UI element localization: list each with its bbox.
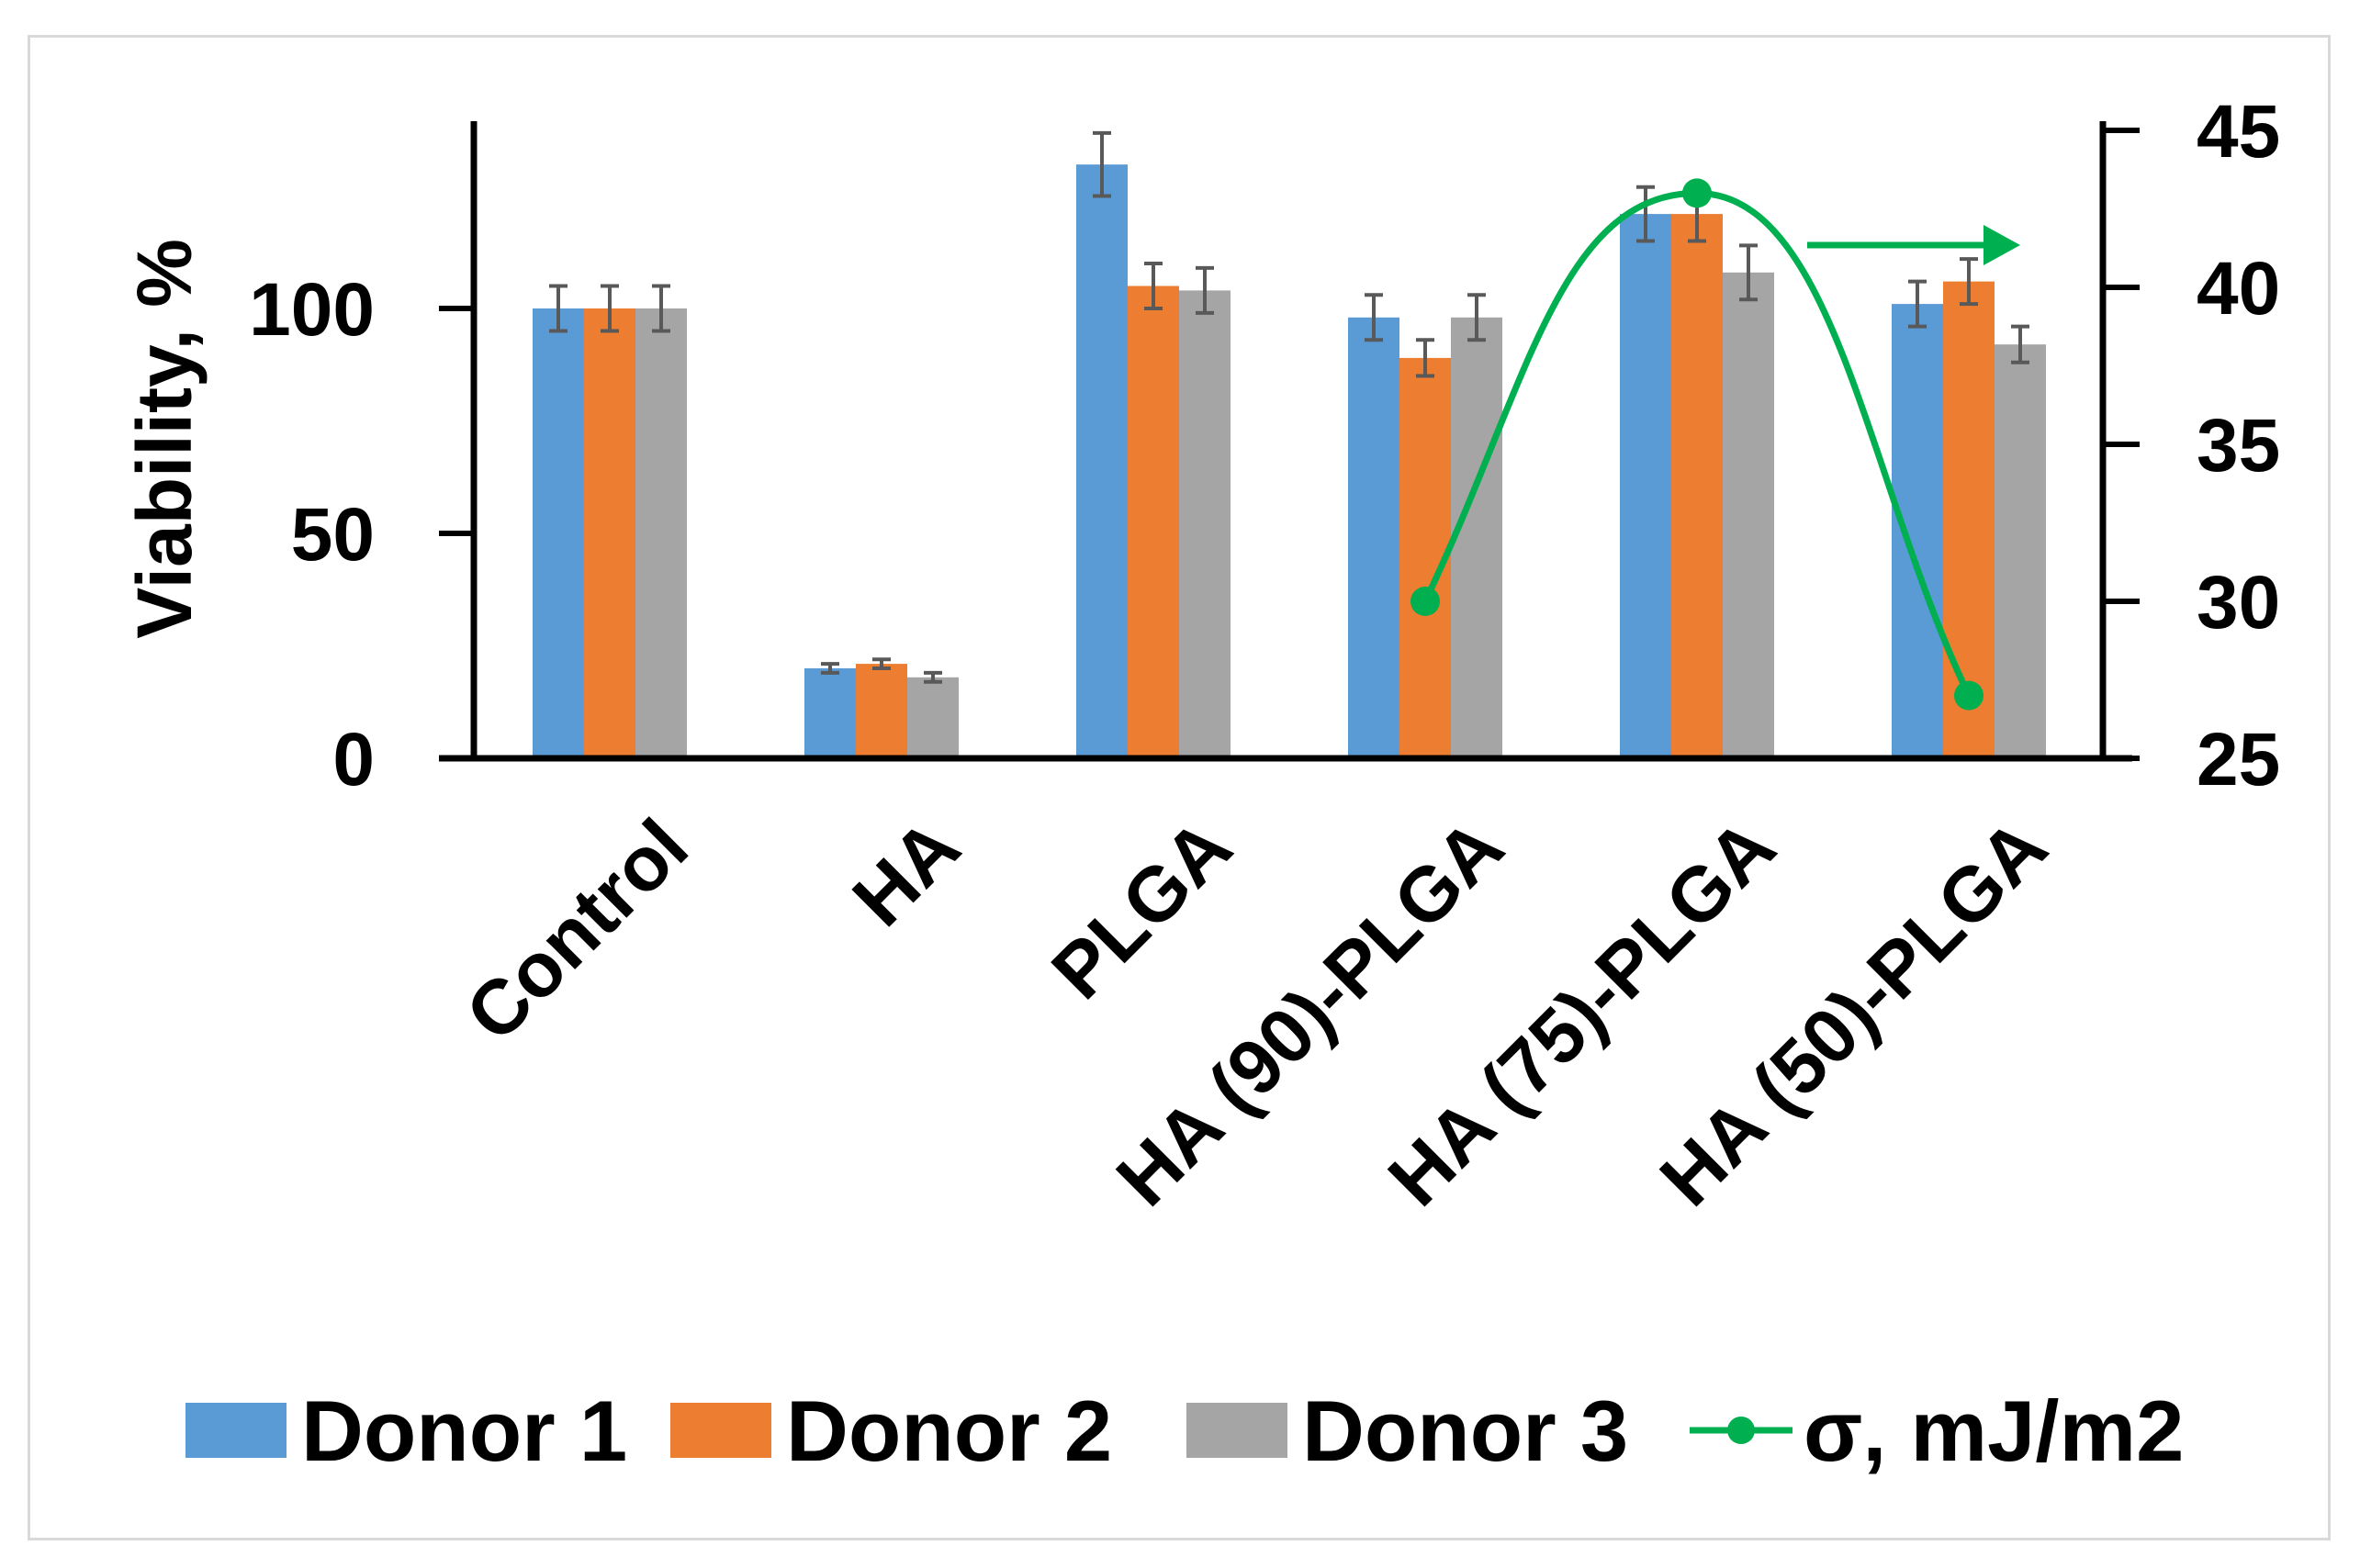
- y-axis-label: Viability, %: [121, 239, 208, 639]
- y-tick-label-2: 50: [291, 493, 375, 577]
- y2-tick-label-1: 25: [2197, 718, 2280, 801]
- error-bar-1-5: [1636, 185, 1655, 243]
- y2-tick-label-2: 30: [2197, 561, 2280, 644]
- error-bar-3-2: [924, 670, 942, 684]
- y2-tick-label-3: 35: [2197, 404, 2280, 487]
- bar-3-6: [1995, 344, 2046, 758]
- right-axis-arrow: [1807, 225, 2020, 265]
- bar-2-3: [1128, 286, 1179, 758]
- bar-1-2: [804, 668, 856, 758]
- bar-3-1: [635, 308, 687, 758]
- legend-swatch-2: [670, 1403, 771, 1458]
- category-label-1: Control: [449, 802, 704, 1058]
- legend-swatch-3: [1186, 1403, 1287, 1458]
- legend-swatch-1: [185, 1403, 287, 1458]
- line-point-1: [1410, 587, 1440, 616]
- category-label-3: PLGA: [1035, 802, 1247, 1014]
- error-bar-2-1: [601, 284, 619, 333]
- ticks-layer: 0 50 100 25 30 35 40 45: [249, 90, 2280, 801]
- y-tick-label-3: 100: [249, 268, 375, 352]
- bar-3-2: [907, 677, 959, 758]
- legend: Donor 1 Donor 2 Donor 3 σ, mJ/m2: [185, 1383, 2184, 1479]
- error-bar-1-6: [1908, 279, 1927, 329]
- error-bar-3-5: [1739, 243, 1758, 302]
- y2-tick-label-4: 40: [2197, 247, 2280, 330]
- error-bars-layer: [549, 130, 2029, 684]
- bar-2-2: [856, 664, 907, 758]
- error-bar-3-1: [652, 284, 670, 333]
- bar-2-5: [1671, 214, 1723, 759]
- error-bar-2-3: [1144, 262, 1163, 310]
- bar-2-1: [584, 308, 635, 758]
- legend-label-4: σ, mJ/m2: [1804, 1383, 2184, 1479]
- bar-1-1: [533, 308, 584, 758]
- error-bar-3-6: [2011, 324, 2029, 364]
- y2-tick-label-5: 45: [2197, 90, 2280, 174]
- bar-3-3: [1179, 290, 1231, 758]
- bar-1-4: [1348, 317, 1399, 758]
- legend-label-2: Donor 2: [786, 1383, 1112, 1479]
- error-bar-1-4: [1365, 293, 1383, 342]
- legend-line-marker: [1727, 1417, 1755, 1444]
- bar-2-6: [1943, 281, 1995, 759]
- error-bar-2-2: [872, 657, 891, 670]
- error-bar-1-1: [549, 284, 568, 333]
- error-bar-3-4: [1467, 293, 1486, 342]
- line-series-layer: [1410, 178, 1984, 711]
- y-tick-label-1: 0: [332, 718, 375, 801]
- bar-1-3: [1076, 164, 1128, 758]
- line-point-3: [1954, 680, 1984, 711]
- error-bar-1-2: [821, 662, 839, 675]
- error-bar-2-6: [1960, 257, 1978, 307]
- error-bar-2-4: [1416, 338, 1434, 378]
- bar-3-5: [1723, 272, 1774, 758]
- bar-1-6: [1892, 304, 1943, 758]
- category-label-2: HA: [836, 802, 975, 942]
- legend-label-3: Donor 3: [1302, 1383, 1628, 1479]
- bar-3-4: [1451, 317, 1502, 758]
- legend-label-1: Donor 1: [301, 1383, 627, 1479]
- error-bar-3-3: [1196, 265, 1214, 315]
- line-point-2: [1682, 178, 1712, 208]
- bar-1-5: [1620, 214, 1671, 759]
- bars-layer: [533, 164, 2046, 759]
- error-bar-1-3: [1093, 130, 1111, 198]
- chart-frame: [28, 35, 2331, 1540]
